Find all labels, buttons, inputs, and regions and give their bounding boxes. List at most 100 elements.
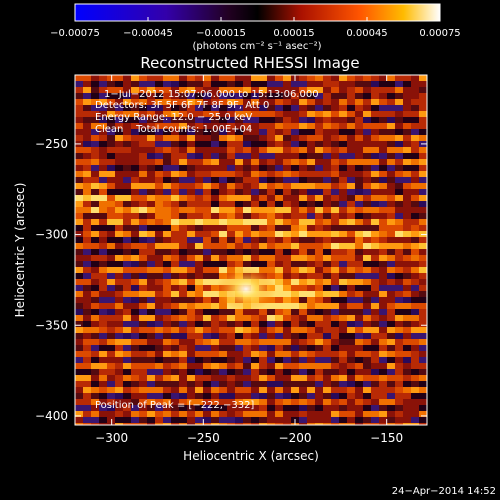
heatmap-cell xyxy=(307,261,316,268)
heatmap-cell xyxy=(91,255,100,262)
heatmap-cell xyxy=(259,393,268,400)
heatmap-cell xyxy=(371,279,380,286)
heatmap-cell xyxy=(291,321,300,328)
heatmap-cell xyxy=(99,231,108,238)
heatmap-cell xyxy=(259,159,268,166)
heatmap-cell xyxy=(179,207,188,214)
heatmap-cell xyxy=(371,315,380,322)
heatmap-cell xyxy=(259,417,268,424)
heatmap-cell xyxy=(371,123,380,130)
heatmap-cell xyxy=(403,375,412,382)
heatmap-cell xyxy=(83,399,92,406)
heatmap-cell xyxy=(243,117,252,124)
heatmap-cell xyxy=(283,387,292,394)
heatmap-cell xyxy=(347,309,356,316)
heatmap-cell xyxy=(291,225,300,232)
heatmap-cell xyxy=(355,129,364,136)
heatmap-cell xyxy=(115,231,124,238)
heatmap-cell xyxy=(107,351,116,358)
heatmap-cell xyxy=(323,87,332,94)
heatmap-cell xyxy=(307,267,316,274)
heatmap-cell xyxy=(347,393,356,400)
heatmap-cell xyxy=(299,201,308,208)
heatmap-cell xyxy=(339,333,348,340)
heatmap-cell xyxy=(219,321,228,328)
colorbar-tick-label: −0.00075 xyxy=(50,28,100,39)
heatmap-cell xyxy=(83,417,92,424)
heatmap-cell xyxy=(395,321,404,328)
heatmap-cell xyxy=(219,207,228,214)
heatmap-cell xyxy=(355,393,364,400)
plot-frame xyxy=(74,74,428,426)
colorbar-units-label: (photons cm⁻² s⁻¹ asec⁻²) xyxy=(192,41,321,52)
heatmap-cell xyxy=(299,423,308,425)
heatmap-cell xyxy=(139,285,148,292)
heatmap-cell xyxy=(123,207,132,214)
heatmap-cell xyxy=(99,369,108,376)
heatmap-cell xyxy=(139,93,148,100)
heatmap-cell xyxy=(315,393,324,400)
heatmap-cell xyxy=(203,147,212,154)
heatmap-cell xyxy=(91,393,100,400)
heatmap-cell xyxy=(419,423,427,425)
heatmap-cell xyxy=(107,171,116,178)
heatmap-cell xyxy=(315,87,324,94)
heatmap-cell xyxy=(123,237,132,244)
heatmap-cell xyxy=(187,333,196,340)
heatmap-cell xyxy=(139,153,148,160)
heatmap-cell xyxy=(347,225,356,232)
heatmap-cell xyxy=(163,387,172,394)
heatmap-cell xyxy=(163,243,172,250)
heatmap-cell xyxy=(91,405,100,412)
heatmap-cell xyxy=(283,93,292,100)
heatmap-cell xyxy=(139,393,148,400)
heatmap-cell xyxy=(107,153,116,160)
heatmap-cell xyxy=(163,261,172,268)
heatmap-cell xyxy=(107,165,116,172)
heatmap-cell xyxy=(267,387,276,394)
heatmap-cell xyxy=(267,153,276,160)
heatmap-cell xyxy=(99,339,108,346)
heatmap-cell xyxy=(195,159,204,166)
heatmap-cell xyxy=(155,87,164,94)
heatmap-cell xyxy=(307,249,316,256)
heatmap-cell xyxy=(187,231,196,238)
heatmap-cell xyxy=(339,375,348,382)
heatmap-cell xyxy=(163,87,172,94)
heatmap-cell xyxy=(115,183,124,190)
heatmap-cell xyxy=(99,273,108,280)
heatmap-cell xyxy=(355,297,364,304)
heatmap-cell xyxy=(299,261,308,268)
heatmap-cell xyxy=(187,405,196,412)
heatmap-cell xyxy=(251,315,260,322)
heatmap-cell xyxy=(235,399,244,406)
heatmap-cell xyxy=(83,93,92,100)
heatmap-cell xyxy=(107,363,116,370)
heatmap-cell xyxy=(147,357,156,364)
heatmap-cell xyxy=(259,219,268,226)
heatmap-cell xyxy=(99,171,108,178)
heatmap-cell xyxy=(323,159,332,166)
heatmap-cell xyxy=(307,159,316,166)
heatmap-cell xyxy=(355,405,364,412)
heatmap-cell xyxy=(331,207,340,214)
heatmap-cell xyxy=(155,237,164,244)
heatmap-cell xyxy=(275,135,284,142)
heatmap-cell xyxy=(211,171,220,178)
heatmap-cell xyxy=(275,339,284,346)
heatmap-cell xyxy=(403,195,412,202)
heatmap-cell xyxy=(83,243,92,250)
heatmap-cell xyxy=(411,411,420,418)
heatmap-cell xyxy=(299,279,308,286)
heatmap-cell xyxy=(147,303,156,310)
annotation-energy-range: Energy Range: 12.0 − 25.0 keV xyxy=(95,112,252,123)
heatmap-cell xyxy=(243,255,252,262)
heatmap-cell xyxy=(147,423,156,425)
heatmap-cell xyxy=(187,111,196,118)
heatmap-cell xyxy=(243,129,252,136)
heatmap-cell xyxy=(75,99,84,106)
heatmap-cell xyxy=(147,87,156,94)
heatmap-cell xyxy=(203,81,212,88)
heatmap-cell xyxy=(379,339,388,346)
heatmap-cell xyxy=(155,375,164,382)
